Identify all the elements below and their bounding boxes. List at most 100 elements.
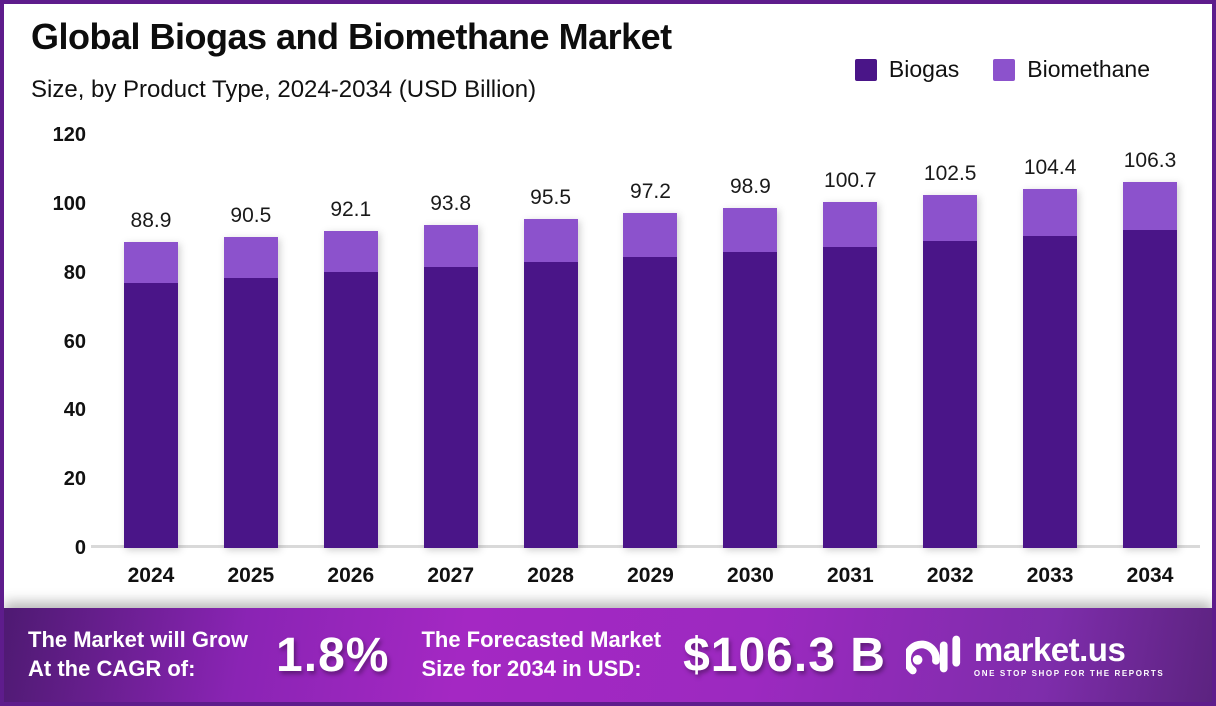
- bar-2028-biomethane-segment: [523, 219, 578, 262]
- forecast-label-line1: The Forecasted Market: [421, 627, 662, 653]
- bar-column-2028: 95.5: [501, 135, 601, 548]
- bar-column-2026: 92.1: [301, 135, 401, 548]
- x-axis-labels: 2024 2025 2026 2027 2028 2029 2030 2031 2032 2033…: [101, 564, 1200, 588]
- total-value-label-2029: 97.2: [630, 180, 671, 204]
- total-value-label-2030: 98.9: [729, 174, 771, 198]
- bar-2026-biomethane-segment: [323, 231, 378, 272]
- bar-2024-biogas-segment: [123, 283, 178, 548]
- stacked-bar-2029: [623, 213, 678, 548]
- total-value-label-2033: 104.4: [1023, 155, 1077, 179]
- bar-2033-biogas-segment: [1023, 235, 1078, 548]
- x-axis-label-2033: 2033: [1026, 564, 1074, 587]
- bar-2031-biomethane-segment: [823, 201, 878, 247]
- legend-item-biogas: Biogas: [854, 56, 960, 83]
- x-axis-label-2027: 2027: [427, 564, 475, 587]
- cagr-label-line2: At the CAGR of:: [28, 656, 196, 681]
- y-tick-0: 0: [74, 537, 86, 559]
- x-axis-label-2030: 2030: [727, 564, 774, 587]
- y-tick-120: 120: [52, 124, 86, 146]
- x-axis-label-2032: 2032: [926, 564, 974, 587]
- page-subtitle: Size, by Product Type, 2024-2034 (USD Bi…: [31, 76, 537, 103]
- y-tick-20: 20: [63, 468, 86, 491]
- total-value-label-2024: 88.9: [130, 209, 172, 232]
- cagr-value: 1.8%: [276, 628, 390, 682]
- bar-column-2033: 104.4: [1000, 135, 1100, 548]
- plot-area: 88.9 90.5 92.1 93.8 95.5 97.2 98.9 100.7 102.5 10…: [91, 135, 1200, 548]
- legend-label-biogas: Biogas: [888, 56, 960, 82]
- cagr-label: The Market will Grow At the CAGR of:: [28, 626, 248, 683]
- page-title: Global Biogas and Biomethane Market: [31, 16, 672, 57]
- bar-2033-biomethane-segment: [1023, 188, 1078, 236]
- bar-column-2034: 106.3: [1100, 135, 1200, 548]
- legend-item-biomethane: Biomethane: [993, 56, 1150, 83]
- market-us-logo-icon: [905, 635, 961, 675]
- total-value-label-2027: 93.8: [430, 192, 472, 216]
- bar-2026-biogas-segment: [323, 272, 378, 548]
- y-tick-80: 80: [63, 261, 86, 284]
- bars-container: 88.9 90.5 92.1 93.8 95.5 97.2 98.9 100.7 102.5 10…: [101, 135, 1200, 548]
- bar-2030-biomethane-segment: [723, 207, 778, 252]
- x-axis-label-2029: 2029: [627, 564, 674, 587]
- y-tick-40: 40: [63, 399, 86, 422]
- x-axis-label-2031: 2031: [826, 564, 874, 587]
- y-tick-60: 60: [63, 330, 86, 353]
- stacked-bar-2031: [823, 201, 878, 548]
- total-value-label-2028: 95.5: [530, 186, 572, 210]
- total-value-label-2034: 106.3: [1123, 149, 1177, 173]
- stacked-bar-2032: [923, 195, 978, 548]
- bar-2032-biomethane-segment: [923, 195, 978, 241]
- bar-column-2025: 90.5: [201, 135, 301, 548]
- bar-2029-biomethane-segment: [623, 213, 678, 257]
- cagr-label-line1: The Market will Grow: [28, 627, 249, 653]
- bar-2027-biomethane-segment: [423, 225, 478, 267]
- total-value-label-2026: 92.1: [330, 198, 372, 221]
- stacked-bar-2034: [1123, 182, 1178, 548]
- forecast-value: $106.3 B: [683, 628, 886, 682]
- x-axis-label-2028: 2028: [527, 564, 574, 587]
- bar-2034-biogas-segment: [1123, 230, 1178, 548]
- bar-2024-biomethane-segment: [123, 242, 178, 283]
- bar-2030-biogas-segment: [723, 252, 778, 548]
- bar-2027-biogas-segment: [423, 266, 478, 548]
- market-us-logo-text: market.us: [973, 630, 1126, 668]
- biomethane-swatch-icon: [993, 58, 1016, 81]
- total-value-label-2032: 102.5: [923, 162, 977, 186]
- bar-column-2027: 93.8: [401, 135, 501, 548]
- bar-2025-biogas-segment: [223, 277, 278, 548]
- market-us-logo-text-wrap: market.us ONE STOP SHOP FOR THE REPORTS: [974, 633, 1164, 678]
- biogas-swatch-icon: [854, 58, 877, 81]
- x-axis-label-2034: 2034: [1126, 564, 1174, 587]
- stacked-bar-2033: [1023, 188, 1078, 548]
- y-tick-100: 100: [52, 192, 86, 215]
- y-axis: 0 20 40 60 80 100 120: [22, 124, 86, 559]
- stacked-bar-2024: [123, 242, 178, 548]
- forecast-label: The Forecasted Market Size for 2034 in U…: [421, 626, 661, 683]
- market-us-logo: market.us ONE STOP SHOP FOR THE REPORTS: [905, 632, 1164, 678]
- stacked-bar-2030: [723, 207, 778, 548]
- bar-column-2029: 97.2: [601, 135, 701, 548]
- chart-legend: Biogas Biomethane: [854, 56, 1150, 83]
- total-value-label-2031: 100.7: [824, 168, 877, 192]
- bar-column-2032: 102.5: [900, 135, 1000, 548]
- stacked-bar-2028: [523, 219, 578, 548]
- bar-2034-biomethane-segment: [1123, 182, 1178, 230]
- bar-2031-biogas-segment: [823, 246, 878, 548]
- x-axis-label-2025: 2025: [227, 564, 275, 587]
- bar-2032-biogas-segment: [923, 241, 978, 548]
- x-axis-label-2024: 2024: [127, 564, 175, 587]
- legend-label-biomethane: Biomethane: [1027, 56, 1150, 82]
- stacked-bar-2026: [323, 231, 378, 548]
- bar-column-2031: 100.7: [800, 135, 900, 548]
- stacked-bar-2025: [223, 236, 278, 548]
- bar-2029-biogas-segment: [623, 256, 678, 548]
- bar-2025-biomethane-segment: [223, 236, 278, 278]
- market-us-logo-tagline: ONE STOP SHOP FOR THE REPORTS: [973, 668, 1165, 678]
- total-value-label-2025: 90.5: [230, 203, 272, 227]
- bar-2028-biogas-segment: [523, 262, 578, 548]
- footer-banner: The Market will Grow At the CAGR of: 1.8…: [4, 608, 1212, 702]
- x-axis-label-2026: 2026: [327, 564, 375, 587]
- bar-column-2030: 98.9: [700, 135, 800, 548]
- stacked-bar-2027: [423, 225, 478, 548]
- bar-column-2024: 88.9: [101, 135, 201, 548]
